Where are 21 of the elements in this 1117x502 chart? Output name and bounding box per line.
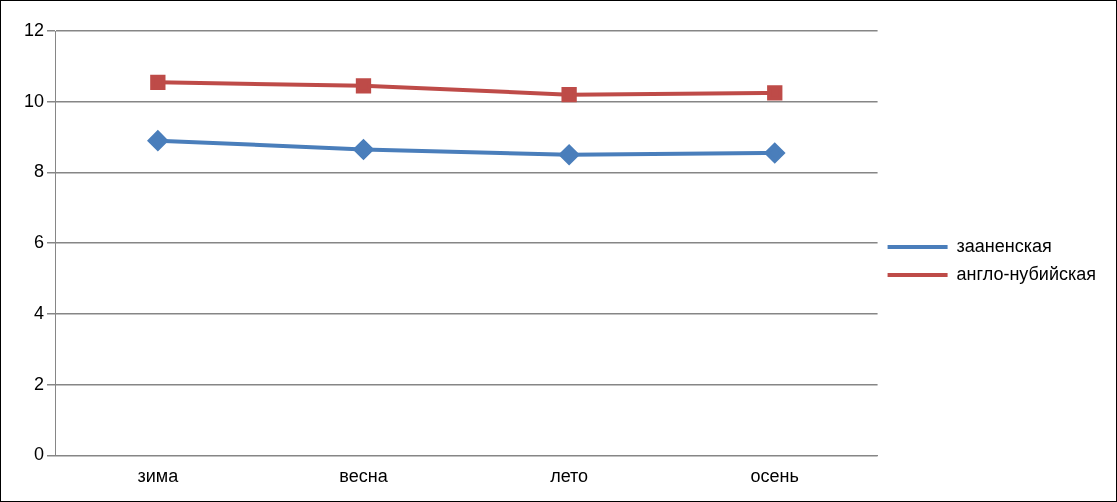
point (561, 87, 577, 103)
x-tick-label: зима (137, 466, 180, 487)
y-tick-label: 2 (34, 373, 45, 394)
y-tick-label: 0 (34, 444, 45, 465)
legend-label: англо-нубийская (956, 263, 1096, 284)
x-tick-label: весна (339, 466, 389, 487)
y-tick-label: 4 (34, 302, 45, 323)
y-tick-label: 6 (34, 232, 45, 253)
point (355, 78, 372, 94)
x-tick-label: лето (550, 466, 589, 487)
x-tick-label: осень (750, 466, 799, 487)
y-tick-label: 10 (23, 90, 45, 111)
legend-label: зааненская (956, 235, 1052, 256)
point (764, 143, 785, 164)
y-tick-label: 8 (34, 161, 45, 182)
y-tick-label: 12 (23, 19, 45, 40)
point (353, 139, 374, 160)
point (767, 85, 783, 101)
point (559, 144, 580, 165)
point (150, 74, 166, 90)
point (147, 130, 168, 151)
